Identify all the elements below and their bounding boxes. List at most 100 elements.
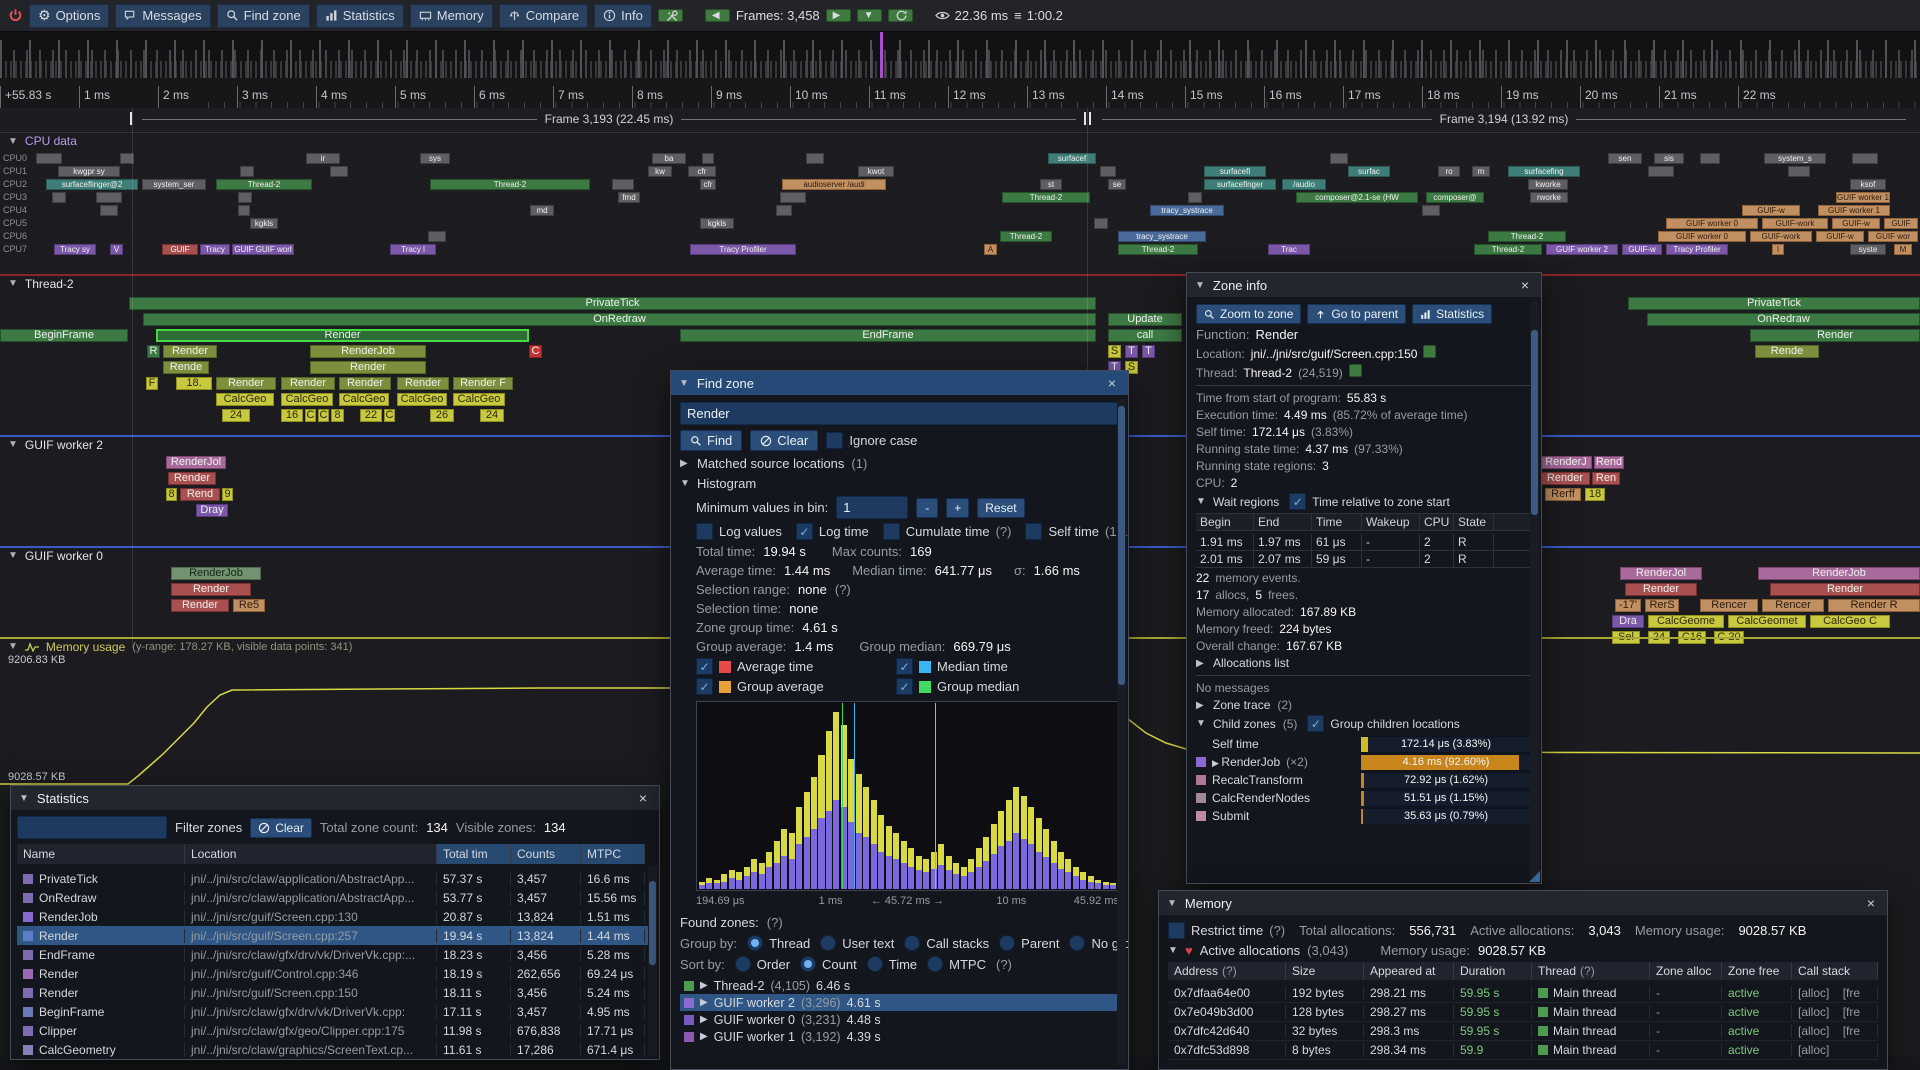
sort-by-radio[interactable]: MTPC: [927, 956, 986, 972]
group-by-radio[interactable]: Call stacks: [904, 935, 989, 951]
timeline-zone[interactable]: Rencer: [1700, 599, 1758, 612]
timeline-zone[interactable]: Render: [156, 329, 529, 342]
close-icon[interactable]: ×: [1520, 277, 1530, 293]
timeline-zone[interactable]: [120, 153, 134, 164]
zone-search-input[interactable]: [680, 402, 1119, 425]
frame-cell[interactable]: Frame 3,194 (13.92 ms): [1094, 108, 1914, 130]
column-header-zone-alloc[interactable]: Zone alloc: [1650, 962, 1722, 980]
table-row[interactable]: BeginFrame jni/../jni/src/claw/gfx/drv/v…: [17, 1002, 653, 1021]
timeline-zone[interactable]: 9: [222, 488, 233, 501]
timeline-zone[interactable]: Thread-2: [1474, 244, 1542, 255]
next-frame-button[interactable]: ▶: [825, 9, 851, 22]
timeline-zone[interactable]: CalcGeome: [1648, 615, 1724, 628]
statistics-button[interactable]: Statistics: [315, 3, 404, 28]
timeline-zone[interactable]: audioserver /audi: [782, 179, 886, 190]
timeline-zone[interactable]: Render R: [1828, 599, 1920, 612]
timeline-zone[interactable]: ir: [306, 153, 340, 164]
zone-trace-section[interactable]: ▶ Zone trace (2): [1196, 698, 1293, 712]
column-header-location[interactable]: Location: [185, 844, 437, 864]
ignore-case-checkbox[interactable]: Ignore case: [826, 432, 917, 449]
messages-button[interactable]: Messages: [115, 3, 211, 28]
thread-color-button[interactable]: [1348, 364, 1362, 377]
timeline-zone[interactable]: [96, 192, 122, 203]
child-zone-row[interactable]: RenderJob (×2) 4.16 ms (92.60%): [1196, 753, 1532, 771]
timeline-zone[interactable]: Rende: [1755, 345, 1819, 358]
scrollbar[interactable]: [1117, 399, 1126, 1065]
timeline-zone[interactable]: system_s: [1764, 153, 1826, 164]
timeline-zone[interactable]: Render: [163, 345, 217, 358]
timeline-zone[interactable]: Render: [168, 472, 216, 485]
timeline-zone[interactable]: Render: [1770, 583, 1920, 596]
timeline-zone[interactable]: GUIF-w: [1622, 244, 1662, 255]
timeline-zone[interactable]: Thread-2: [1488, 231, 1566, 242]
find-button[interactable]: Find: [680, 430, 743, 451]
memory-button[interactable]: Memory: [409, 3, 493, 28]
statistics-titlebar[interactable]: ▼ Statistics ×: [11, 786, 659, 810]
timeline-zone[interactable]: kwot: [858, 166, 894, 177]
timeline-zone[interactable]: Render: [171, 583, 251, 596]
timeline-zone[interactable]: [612, 179, 634, 190]
timeline-zone[interactable]: BeginFrame: [0, 329, 128, 342]
timeline-zone[interactable]: Thread-2: [1002, 192, 1090, 203]
find-zone-histogram[interactable]: [696, 701, 1119, 891]
column-header-appeared-at[interactable]: Appeared at: [1364, 962, 1454, 980]
table-row[interactable]: Render jni/../jni/src/guif/Control.cpp:3…: [17, 964, 653, 983]
timeline-zone[interactable]: Render: [281, 377, 335, 390]
timeline-zone[interactable]: [1188, 192, 1202, 203]
timeline-zone[interactable]: RerS: [1645, 599, 1679, 612]
legend-checkbox[interactable]: ✓ Group average: [696, 678, 896, 695]
timeline-zone[interactable]: [780, 192, 806, 203]
group-children-checkbox[interactable]: ✓ Group children locations: [1307, 715, 1460, 732]
close-icon[interactable]: ×: [638, 790, 648, 806]
column-header-size[interactable]: Size: [1286, 962, 1364, 980]
timeline-zone[interactable]: 24: [222, 409, 250, 422]
column-header-call-stack[interactable]: Call stack: [1792, 962, 1878, 980]
timeline-zone[interactable]: Render: [397, 377, 449, 390]
table-row[interactable]: 0x7dfc42d640 32 bytes 298.3 ms 59.95 s M…: [1168, 1022, 1878, 1041]
timeline-zone[interactable]: Rerff: [1545, 488, 1581, 501]
log-time-checkbox[interactable]: ✓ Log time: [795, 523, 869, 540]
column-header-thread[interactable]: Thread (?): [1532, 962, 1650, 980]
compare-button[interactable]: Compare: [498, 3, 589, 28]
column-header-counts[interactable]: Counts: [511, 844, 581, 864]
timeline-zone[interactable]: Thread-2: [1118, 244, 1198, 255]
timeline-zone[interactable]: surfacef: [1048, 153, 1096, 164]
go-to-parent-button[interactable]: Go to parent: [1307, 304, 1407, 324]
column-header-address[interactable]: Address (?): [1168, 962, 1286, 980]
timeline-zone[interactable]: [1648, 166, 1674, 177]
timeline-zone[interactable]: Render: [171, 599, 229, 612]
timeline-zone[interactable]: RenderJol: [166, 456, 226, 469]
timeline-zone[interactable]: Rencer: [1762, 599, 1824, 612]
timeline-zone[interactable]: md: [530, 205, 554, 216]
timeline-zone[interactable]: se: [1108, 179, 1126, 190]
timeline-zone[interactable]: PrivateTick: [1628, 297, 1920, 310]
timeline-zone[interactable]: GUIF-w: [1832, 218, 1880, 229]
zone-info-titlebar[interactable]: ▼ Zone info ×: [1187, 273, 1541, 297]
collapse-arrow-icon[interactable]: ▼: [1195, 279, 1205, 291]
timeline-zone[interactable]: sis: [1654, 153, 1684, 164]
frame-dropdown-button[interactable]: ▼: [856, 9, 882, 22]
clear-filter-button[interactable]: Clear: [250, 817, 312, 838]
matched-source-locations-section[interactable]: ▶ Matched source locations (1): [680, 456, 868, 471]
timeline-zone[interactable]: RenderJob: [1758, 567, 1920, 580]
timeline-zone[interactable]: tracy_systrace: [1150, 205, 1224, 216]
timeline-zone[interactable]: /audio: [1282, 179, 1326, 190]
filter-zones-input[interactable]: [17, 816, 167, 839]
resize-grip[interactable]: [1529, 871, 1540, 882]
table-row[interactable]: 0x7dfaa64e00 192 bytes 298.21 ms 59.95 s…: [1168, 984, 1878, 1003]
timeline-zone[interactable]: ro: [1438, 166, 1460, 177]
timeline-zone[interactable]: [238, 192, 252, 203]
timeline-zone[interactable]: fmd: [618, 192, 640, 203]
timeline-zone[interactable]: surfacefl: [1204, 166, 1266, 177]
timeline-zone[interactable]: ba: [652, 153, 686, 164]
timeline-zone[interactable]: GUIF-work: [1750, 231, 1812, 242]
timeline-zone[interactable]: Render: [216, 377, 276, 390]
timeline-zone[interactable]: sen: [1608, 153, 1642, 164]
timeline-zone[interactable]: Tracy Profiler: [690, 244, 796, 255]
timeline-zone[interactable]: GUIF worker 1: [1818, 205, 1890, 216]
timeline-zone[interactable]: 8: [331, 409, 344, 422]
timeline-zone[interactable]: GUIF worker 0: [1658, 231, 1746, 242]
scrollbar-thumb[interactable]: [649, 881, 656, 965]
timeline-zone[interactable]: Dra: [1612, 615, 1644, 628]
timeline-zone[interactable]: C: [529, 345, 542, 358]
